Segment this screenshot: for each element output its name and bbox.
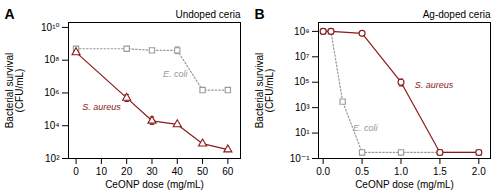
svg-text:60: 60 xyxy=(222,166,234,177)
svg-text:10²: 10² xyxy=(45,153,60,164)
svg-text:Undoped ceria: Undoped ceria xyxy=(175,9,240,20)
svg-text:CeONP dose (mg/mL): CeONP dose (mg/mL) xyxy=(105,179,204,190)
svg-text:S. aureus: S. aureus xyxy=(415,80,454,90)
svg-text:2.0: 2.0 xyxy=(472,166,486,177)
svg-text:0.0: 0.0 xyxy=(316,166,330,177)
svg-text:1.5: 1.5 xyxy=(433,166,447,177)
svg-text:Bacterial survival(CFU/mL): Bacterial survival(CFU/mL) xyxy=(254,53,275,129)
svg-text:0: 0 xyxy=(73,166,79,177)
svg-text:10¹⁰: 10¹⁰ xyxy=(41,22,59,33)
svg-text:10⁴: 10⁴ xyxy=(44,120,59,131)
svg-text:S. aureus: S. aureus xyxy=(82,102,121,112)
svg-text:Ag-doped ceria: Ag-doped ceria xyxy=(423,9,491,20)
svg-text:E. coli: E. coli xyxy=(353,123,379,133)
svg-text:0.5: 0.5 xyxy=(355,166,369,177)
svg-text:10: 10 xyxy=(96,166,108,177)
svg-text:10³: 10³ xyxy=(295,102,310,113)
svg-text:CeONP dose (mg/mL): CeONP dose (mg/mL) xyxy=(355,179,454,190)
svg-text:30: 30 xyxy=(146,166,158,177)
svg-text:10⁵: 10⁵ xyxy=(294,76,309,87)
svg-text:10⁹: 10⁹ xyxy=(294,26,309,37)
svg-text:1.0: 1.0 xyxy=(394,166,408,177)
svg-text:10⁻¹: 10⁻¹ xyxy=(290,153,310,164)
svg-text:40: 40 xyxy=(172,166,184,177)
svg-text:E. coli: E. coli xyxy=(163,69,189,79)
svg-text:50: 50 xyxy=(197,166,209,177)
svg-text:10⁶: 10⁶ xyxy=(44,87,59,98)
svg-text:10⁷: 10⁷ xyxy=(295,51,310,62)
svg-text:10¹: 10¹ xyxy=(295,127,310,138)
svg-text:10⁸: 10⁸ xyxy=(44,54,59,65)
svg-text:B: B xyxy=(255,6,265,22)
svg-text:A: A xyxy=(5,6,15,22)
svg-text:20: 20 xyxy=(121,166,133,177)
svg-text:Bacterial survival(CFU/mL): Bacterial survival(CFU/mL) xyxy=(4,53,25,129)
